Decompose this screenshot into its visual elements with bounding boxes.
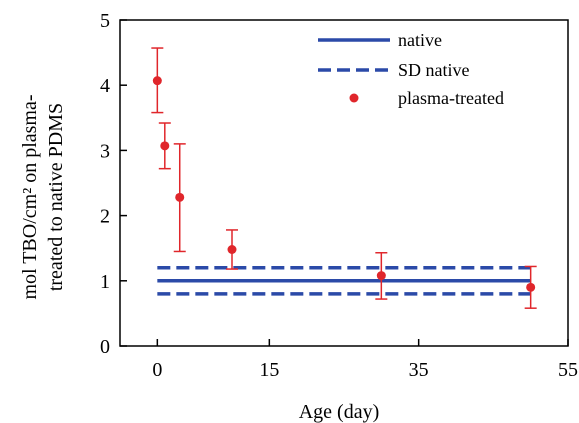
y-tick-label: 4 (100, 75, 110, 97)
y-tick-label: 5 (100, 10, 110, 32)
legend: native SD native plasma-treated (318, 30, 504, 108)
y-axis-label-line2: treated to native PDMS (45, 103, 67, 291)
plot-frame (119, 19, 569, 347)
y-axis-label-2: treated to native PDMS (45, 103, 67, 291)
x-tick-label: 35 (409, 359, 429, 381)
data-point (175, 192, 185, 202)
legend-label: native (398, 30, 442, 50)
x-tick-label: 0 (152, 359, 162, 381)
y-tick-label: 2 (100, 206, 110, 228)
data-point (227, 245, 237, 255)
x-tick-label: 15 (259, 359, 279, 381)
data-point (526, 282, 536, 292)
legend-label: plasma-treated (398, 88, 504, 108)
legend-swatch-plasma-treated (349, 93, 359, 103)
x-axis-label: Age (day) (299, 401, 380, 423)
data-point (160, 141, 170, 151)
y-axis-label-line1: mol TBO/cm² on plasma- (19, 94, 41, 299)
axes: 0 1 2 3 4 5 0 15 35 55 (100, 10, 578, 381)
y-axis-label: mol TBO/cm² on plasma- (19, 94, 41, 299)
y-tick-label: 1 (100, 271, 110, 293)
chart-marks (151, 47, 537, 309)
y-tick-label: 3 (100, 140, 110, 162)
data-point (376, 271, 386, 281)
legend-label: SD native (398, 60, 470, 80)
x-tick-label: 55 (558, 359, 578, 381)
data-point (152, 76, 162, 86)
y-tick-label: 0 (100, 336, 110, 358)
